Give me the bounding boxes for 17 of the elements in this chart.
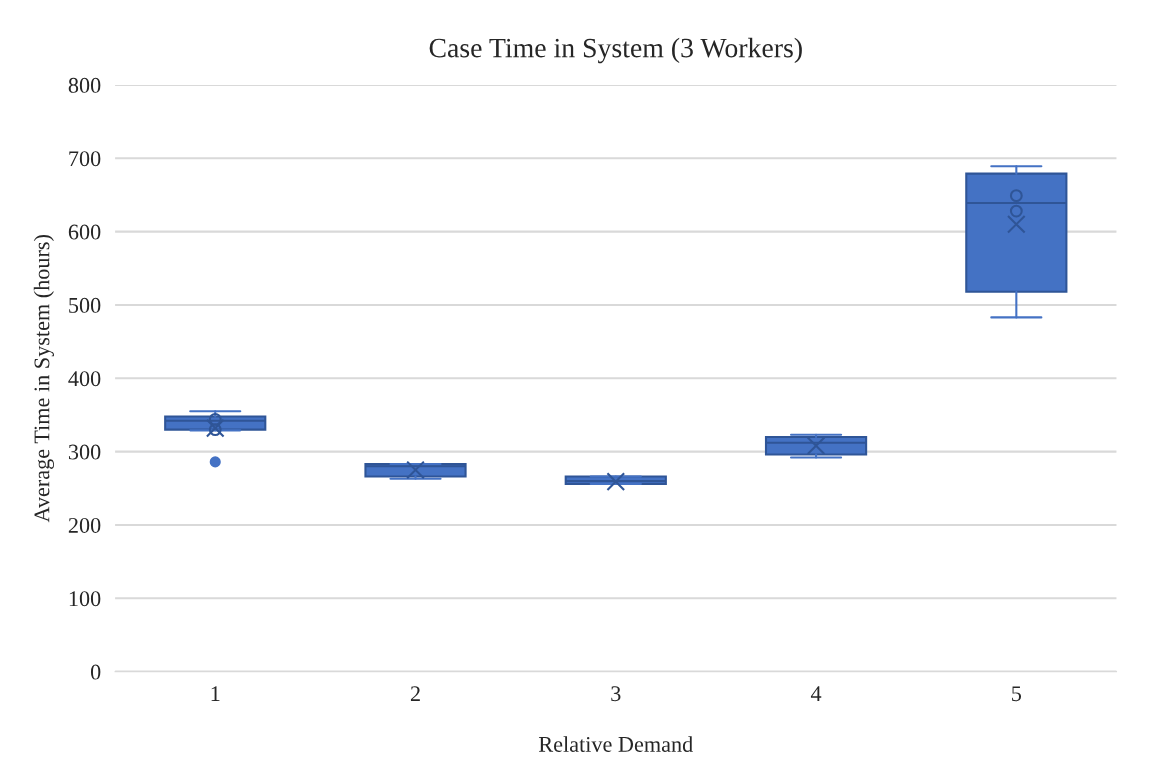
- y-tick-label: 300: [68, 444, 101, 460]
- x-tick-label: 2: [410, 686, 420, 701]
- x-tick-label: 4: [810, 686, 822, 701]
- chart-title: Case Time in System (3 Workers): [429, 37, 802, 64]
- y-tick-label: 0: [90, 664, 101, 680]
- x-tick-label: 5: [1012, 686, 1022, 702]
- y-tick-label: 100: [69, 591, 101, 607]
- y-tick-label: 500: [69, 297, 101, 313]
- y-tick-label: 600: [68, 224, 101, 240]
- y-tick-label: 800: [68, 77, 101, 93]
- x-axis-title: Relative Demand: [538, 736, 693, 752]
- x-tick-label: 3: [611, 686, 621, 702]
- y-tick-label: 200: [68, 517, 101, 533]
- y-tick-label: 400: [68, 371, 101, 387]
- x-tick-label: 1: [211, 686, 220, 701]
- y-axis-title: Average Time in System (hours): [33, 235, 54, 523]
- y-tick-label: 700: [69, 151, 101, 167]
